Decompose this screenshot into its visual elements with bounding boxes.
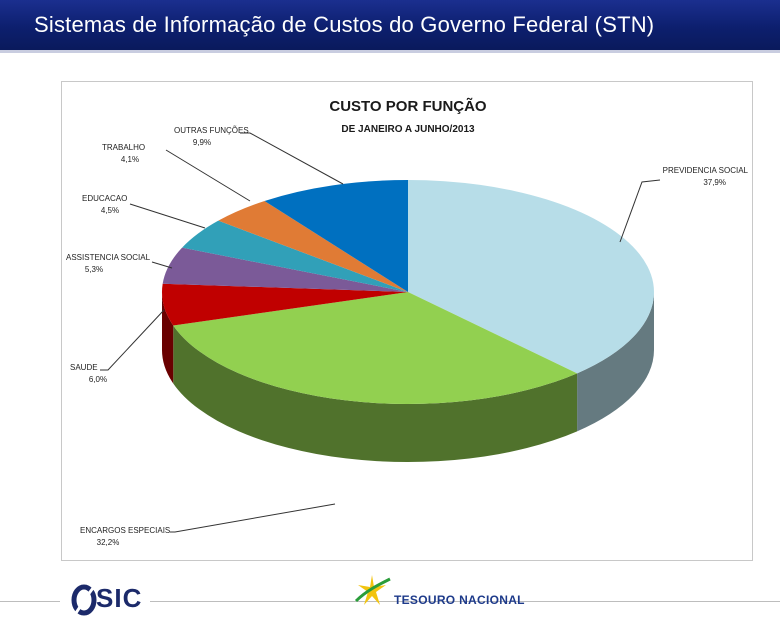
leader-line xyxy=(165,149,251,202)
pie-slice-trabalho xyxy=(218,201,408,292)
slice-value-label: 32,2% xyxy=(97,538,120,547)
pie-slice-encargos-especiais xyxy=(173,292,578,404)
pie-3d-sides xyxy=(162,292,654,462)
slice-label: ENCARGOS ESPECIAIS xyxy=(80,526,170,535)
slide-title: Sistemas de Informação de Custos do Gove… xyxy=(34,12,655,37)
tesouro-nacional-logo-text: TESOURO NACIONAL xyxy=(394,593,525,607)
chart-subtitle: DE JANEIRO A JUNHO/2013 xyxy=(341,124,475,135)
slice-value-label: 4,5% xyxy=(101,206,119,215)
pie-side-encargos-especiais xyxy=(173,325,578,462)
slice-value-label: 5,3% xyxy=(85,265,103,274)
slice-value-label: 4,1% xyxy=(121,155,139,164)
pie-slice-assistencia-social xyxy=(162,247,408,292)
leader-line xyxy=(240,132,344,185)
pie-side-previdencia-social xyxy=(577,292,654,432)
pie-labels: PREVIDENCIA SOCIAL 37,9% ENCARGOS ESPECIAI… xyxy=(66,126,749,547)
chart-title: CUSTO POR FUNÇÃO xyxy=(329,97,487,115)
leader-line xyxy=(100,309,165,371)
header-divider xyxy=(0,50,780,53)
leader-line xyxy=(619,179,661,243)
pie-side-saude xyxy=(162,292,174,384)
slice-label: PREVIDENCIA SOCIAL xyxy=(663,166,749,175)
footer-divider-left xyxy=(0,601,60,602)
leader-line xyxy=(129,203,206,229)
slice-value-label: 6,0% xyxy=(89,375,107,384)
slice-value-label: 9,9% xyxy=(193,138,211,147)
tesouro-nacional-star-icon xyxy=(354,575,391,605)
slice-label: SAUDE xyxy=(70,363,98,372)
pie-slice-previdencia-social xyxy=(408,180,654,374)
footer-divider xyxy=(150,601,780,602)
leader-line xyxy=(151,261,173,269)
sic-logo-icon xyxy=(71,584,97,616)
slice-label: TRABALHO xyxy=(102,143,145,152)
pie-slices xyxy=(161,180,654,404)
slice-label: EDUCACAO xyxy=(82,194,127,203)
leader-line xyxy=(170,503,336,533)
slice-value-label: 37,9% xyxy=(703,178,726,187)
slice-label: OUTRAS FUNÇÕES xyxy=(174,126,249,135)
pie-slice-saude xyxy=(161,283,408,326)
slide-header: Sistemas de Informação de Custos do Gove… xyxy=(0,0,780,50)
sic-logo-text: SIC xyxy=(96,583,143,613)
pie-slice-outras-fun-es xyxy=(264,180,408,292)
pie-slice-educacao xyxy=(182,220,408,292)
slice-label: ASSISTENCIA SOCIAL xyxy=(66,253,151,262)
